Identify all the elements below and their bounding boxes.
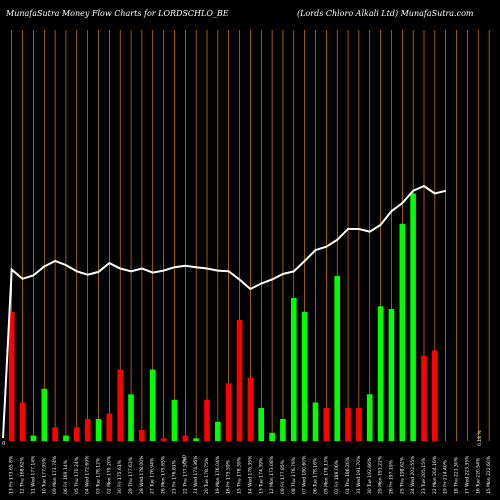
volume-bar xyxy=(74,427,80,441)
x-tick-label: 09 Fri 177.85% xyxy=(280,459,286,494)
x-tick-label: 16 Tue 220.54% xyxy=(475,457,481,494)
x-tick-label: 18 Thu 221.30% xyxy=(454,456,460,494)
x-tick-label: 30 Tue 192.66% xyxy=(367,457,373,494)
volume-bar xyxy=(237,320,243,441)
x-tick-label: 30 Fri 175.61% xyxy=(117,459,123,494)
x-tick-label: 02 Fri 189.06% xyxy=(334,459,340,494)
x-tick-label: 19 Mon 176.04% xyxy=(215,455,221,494)
volume-bar xyxy=(345,408,351,441)
volume-bar xyxy=(85,419,91,441)
volume-bar xyxy=(421,356,427,441)
volume-bar xyxy=(313,403,319,442)
volume-bar xyxy=(96,419,102,441)
volume-bar xyxy=(183,436,189,442)
volume-bar xyxy=(334,276,340,441)
x-tick-label: 09 Mon 173.74% xyxy=(52,455,58,494)
x-tick-label: 23 Fri 176.81% xyxy=(171,459,177,494)
x-tick-label: 12 Thu 168.62% xyxy=(20,456,26,494)
volume-bar xyxy=(139,430,145,441)
volume-bar xyxy=(410,194,416,442)
x-tick-label: 05 Mon 178.13% xyxy=(323,455,329,494)
mid-marker: 0 % xyxy=(180,455,186,464)
left-marker: 0 xyxy=(2,441,5,447)
volume-bar xyxy=(128,394,134,441)
x-tick-label: 29 Thu 177.63% xyxy=(128,456,134,494)
x-tick-label: 02 Mon 179.20% xyxy=(106,455,112,494)
volume-bar xyxy=(193,438,199,441)
x-tick-label: 16 Fri 175.59% xyxy=(226,459,232,494)
x-tick-label: 13 Tue 174.39% xyxy=(258,457,264,494)
x-tick-label: 08 Thu 176.79% xyxy=(291,456,297,494)
volume-bar xyxy=(389,309,395,441)
volume-bar xyxy=(356,408,362,441)
volume-bar xyxy=(215,422,221,441)
volume-bar xyxy=(400,224,406,441)
x-tick-label: 07 Wed 180.60% xyxy=(302,455,308,494)
x-tick-label: 22 Mon 204.16% xyxy=(432,455,438,494)
volume-bar xyxy=(291,298,297,441)
x-tick-label: 04 Wed 172.69% xyxy=(85,455,91,494)
volume-bar xyxy=(42,389,48,441)
chart-title: MunafaSutra Money Flow Charts for LORDSC… xyxy=(6,9,229,18)
volume-bar xyxy=(432,350,438,441)
volume-bar xyxy=(161,438,167,441)
volume-bar xyxy=(20,403,26,442)
x-tick-label: 15 Mon 222.60% xyxy=(486,455,492,494)
x-tick-label: 14 Wed 176.35% xyxy=(247,455,253,494)
volume-bar xyxy=(63,436,69,442)
x-tick-label: 25 Thu 198.62% xyxy=(399,456,405,494)
volume-bar xyxy=(367,394,373,441)
x-tick-label: 31 Wed 191.70% xyxy=(356,455,362,494)
x-tick-label: 26 Fri 197.19% xyxy=(388,459,394,494)
x-tick-label: 26 Mon 175.65% xyxy=(161,455,167,494)
volume-bar xyxy=(226,383,232,441)
volume-bar xyxy=(378,306,384,441)
x-tick-label: 29 Mon 191.22% xyxy=(378,455,384,494)
volume-bar xyxy=(31,436,37,442)
x-tick-label: 06 Tue 178.16% xyxy=(313,457,319,494)
volume-bar xyxy=(172,400,178,441)
x-tick-label: 13 Fri 173.65 8% xyxy=(9,455,15,494)
x-tick-label: 11 Wed 177.14% xyxy=(30,455,36,494)
x-tick-label: 27 Tue 176.94% xyxy=(150,457,156,494)
x-tick-label: 06 Fri 169.14% xyxy=(63,459,69,494)
volume-bar xyxy=(150,370,156,442)
chart-subtitle: (Lords Chloro Alkali Ltd) MunafaSutra.co… xyxy=(297,9,473,18)
x-tick-label: 03 Tue 178.12% xyxy=(96,457,102,494)
volume-bar xyxy=(204,400,210,441)
volume-bar xyxy=(52,427,58,441)
volume-bar xyxy=(9,312,15,441)
x-tick-label: 10 Tue 177.95% xyxy=(41,457,47,494)
x-tick-label: 20 Tue 178.75% xyxy=(204,457,210,494)
x-tick-label: 21 Wed 174.36% xyxy=(193,455,199,494)
x-tick-label: 28 Wed 178.00% xyxy=(139,455,145,494)
x-tick-label: 24 Wed 202.55% xyxy=(410,455,416,494)
volume-bar xyxy=(324,408,330,441)
volume-bar xyxy=(248,378,254,441)
volume-bar xyxy=(107,414,113,442)
right-marker: 0.18 % xyxy=(477,430,483,446)
x-tick-label: 12 Mon 173.08% xyxy=(269,455,275,494)
x-tick-label: 01 Thu 186.20% xyxy=(345,456,351,494)
x-tick-label: 19 Fri 214.40% xyxy=(443,459,449,494)
volume-bar xyxy=(258,408,264,441)
volume-bar xyxy=(280,419,286,441)
x-tick-label: 15 Thu 178.39% xyxy=(237,456,243,494)
x-tick-label: 17 Wed 223.35% xyxy=(464,455,470,494)
x-tick-label: 05 Thu 170.24% xyxy=(74,456,80,494)
volume-bar xyxy=(269,433,275,441)
volume-bar xyxy=(117,370,123,442)
volume-bar xyxy=(302,312,308,441)
x-tick-label: 23 Tue 205.15% xyxy=(421,457,427,494)
